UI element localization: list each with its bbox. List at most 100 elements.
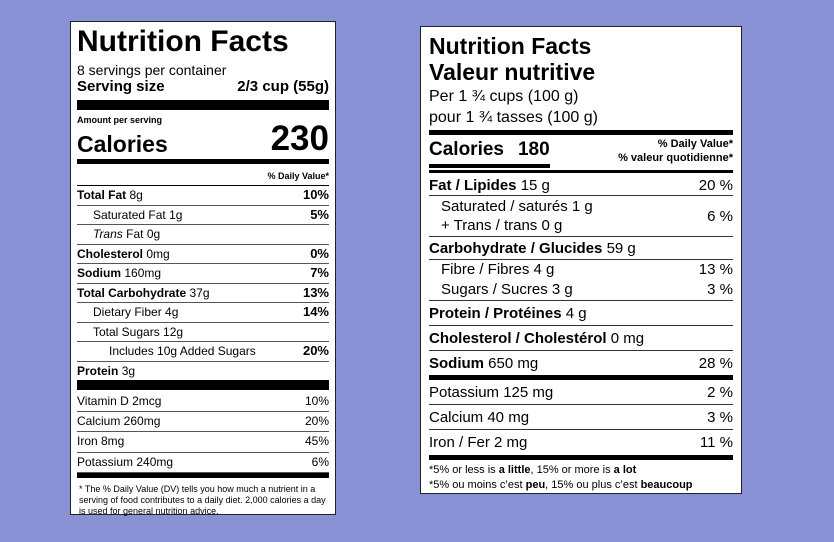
sodium-label: Sodium [429, 354, 484, 372]
servings-per-container: 8 servings per container [77, 62, 227, 78]
iron: Iron / Fer 2 mg [429, 433, 528, 451]
serving-size-row: Serving size 2/3 cup (55g) [77, 78, 329, 96]
vitamin-dv: 6% [311, 454, 329, 469]
protein-label: Protein / Protéines [429, 304, 562, 322]
footnote-en-part: , 15% or more is [530, 464, 614, 476]
nutrient-row: Total Carbohydrate 37g 13% [77, 284, 329, 303]
nutrient-amount: 37g [189, 285, 210, 300]
nutrient-row: Total Sugars 12g [77, 323, 329, 342]
serving-size-en: Per 1 ¾ cups (100 g) [429, 88, 579, 105]
calories-block: Calories 180 [429, 137, 550, 168]
carb-amount: 59 g [606, 239, 636, 257]
fibre-dv: 13 % [698, 260, 733, 278]
daily-value-header: % Daily Value* % valeur quotidienne* [618, 137, 733, 165]
fat-amount: 15 g [520, 176, 550, 194]
calcium-dv: 3 % [707, 408, 733, 426]
nutrient-row: Protein 3g [77, 362, 329, 381]
calories-row: Calories 180 % Daily Value* % valeur quot… [429, 137, 733, 168]
nutrient-dv: 0% [310, 245, 329, 261]
nutrient-name: Total Sugars [93, 324, 160, 339]
nutrient-amount: 8g [129, 188, 143, 202]
calories-label: Calories [77, 131, 168, 157]
amount-per-serving: Amount per serving [77, 115, 163, 125]
dv-fr: % valeur quotidienne* [618, 152, 733, 164]
footnote-en: *5% or less is a little, 15% or more is … [429, 463, 733, 478]
protein-row: Protein / Protéines 4 g [429, 301, 733, 326]
footnote-en-part: a lot [613, 464, 637, 476]
nutrient-name: Includes 10g Added Sugars [109, 344, 256, 358]
footnote-en-part: *5% or less is [429, 464, 499, 476]
iron-row: Iron / Fer 2 mg 11 % [429, 430, 733, 454]
potassium-row: Potassium 125 mg 2 % [429, 380, 733, 405]
us-nutrition-label: Nutrition Facts 8 servings per container… [70, 21, 336, 516]
thick-divider [77, 100, 329, 110]
nutrient-dv: 13% [302, 284, 329, 300]
nutrient-amount: 12g [163, 324, 184, 339]
saturated-fat: Saturated / saturés 1 g [441, 198, 593, 215]
footnote: * The % Daily Value (DV) tells you how m… [79, 483, 326, 516]
vitamin-row: Vitamin D 2mcg 10% [77, 392, 329, 413]
nutrient-row: Dietary Fiber 4g 14% [77, 303, 329, 323]
ca-nutrition-label: Nutrition Facts Valeur nutritive Per 1 ¾… [420, 26, 742, 494]
nutrient-row: Saturated Fat 1g 5% [77, 206, 329, 225]
nutrient-dv: 20% [302, 343, 329, 358]
footnote-fr-part: beaucoup [640, 479, 693, 491]
vitamin-row: Potassium 240mg 6% [77, 453, 329, 473]
vitamin-row: Iron 8mg 45% [77, 432, 329, 453]
calories-label: Calories [429, 139, 504, 160]
cholesterol-amount: 0 mg [610, 329, 645, 347]
iron-dv: 11 % [699, 433, 733, 451]
vitamin-name: Vitamin D 2mcg [77, 394, 162, 408]
thick-divider [429, 455, 733, 460]
footnote-fr: *5% ou moins c’est peu, 15% ou plus c’es… [429, 478, 733, 493]
serving-size-value: 2/3 cup (55g) [237, 78, 329, 95]
calcium: Calcium 40 mg [429, 408, 530, 426]
cholesterol-row: Cholesterol / Cholestérol 0 mg [429, 326, 733, 351]
nutrient-row: Sodium 160mg 7% [77, 264, 329, 284]
nutrient-name: Trans [93, 227, 123, 241]
ca-title-fr: Valeur nutritive [429, 59, 596, 85]
nutrient-row: Cholesterol 0mg 0% [77, 245, 329, 264]
nutrient-row: Total Fat 8g 10% [77, 186, 329, 206]
vitamin-dv: 45% [304, 434, 329, 449]
daily-value-header: % Daily Value* [77, 167, 329, 186]
calories-value: 230 [270, 119, 329, 158]
footnote-en-part: a little [498, 464, 531, 476]
sat-trans-row: Saturated / saturés 1 g + Trans / trans … [429, 196, 733, 237]
nutrient-amount: 160mg [124, 266, 162, 280]
nutrient-name: Total Fat [77, 188, 127, 202]
sugars: Sugars / Sucres 3 g [441, 280, 573, 298]
nutrient-dv: 10% [302, 187, 329, 202]
fibre: Fibre / Fibres 4 g [441, 260, 555, 278]
nutrient-amount: 4g [165, 305, 179, 319]
nutrient-name: Saturated Fat [93, 207, 166, 222]
vitamin-name: Calcium 260mg [77, 414, 161, 429]
us-label-title: Nutrition Facts [77, 25, 289, 58]
sodium-amount: 650 mg [488, 354, 539, 372]
nutrient-dv: 14% [302, 304, 329, 319]
nutrient-amount: 1g [169, 207, 183, 222]
potassium-dv: 2 % [707, 383, 733, 401]
fat-dv: 20 % [698, 176, 733, 194]
nutrient-name: Total Carbohydrate [77, 285, 187, 300]
nutrient-amount: 0mg [146, 246, 170, 261]
dv-en: % Daily Value* [657, 138, 733, 150]
carb-label: Carbohydrate / Glucides [429, 239, 603, 257]
sugars-row: Sugars / Sucres 3 g 3 % [429, 278, 733, 301]
vitamin-row: Calcium 260mg 20% [77, 412, 329, 433]
nutrient-name: Protein [77, 363, 119, 378]
footnote-fr-part: , 15% ou plus c’est [545, 479, 641, 491]
fat-label: Fat / Lipides [429, 176, 517, 194]
footnote-fr-part: *5% ou moins c’est [429, 479, 526, 491]
ca-title-en: Nutrition Facts [429, 33, 592, 59]
sodium-dv: 28 % [698, 354, 733, 372]
trans-fat: + Trans / trans 0 g [441, 217, 563, 234]
calories-value: 180 [517, 139, 550, 160]
nutrient-row: Includes 10g Added Sugars 20% [77, 342, 329, 362]
nutrient-dv: 5% [310, 206, 329, 222]
cholesterol-label: Cholesterol / Cholestérol [429, 329, 607, 347]
thick-divider [77, 380, 329, 390]
potassium: Potassium 125 mg [429, 383, 554, 401]
thick-divider [429, 375, 733, 380]
sugars-dv: 3 % [707, 280, 733, 298]
